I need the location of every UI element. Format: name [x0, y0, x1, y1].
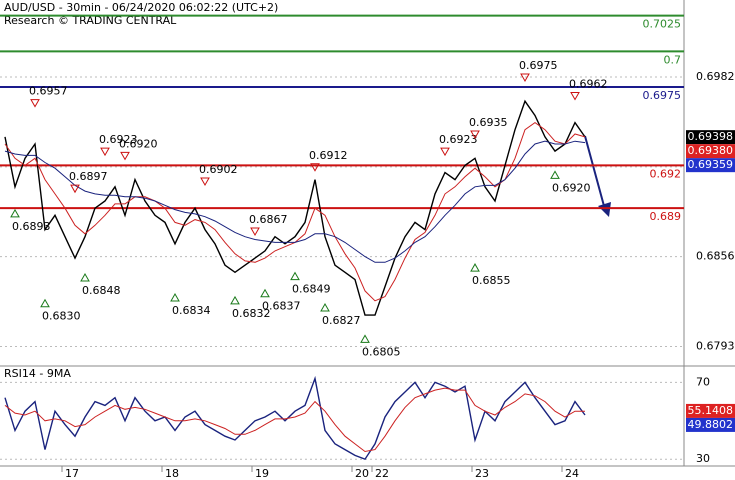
series-line — [4, 99, 586, 316]
high-label: 0.6962 — [569, 78, 608, 91]
low-marker — [40, 298, 50, 308]
rsi-title: RSI14 - 9MA — [4, 367, 71, 380]
x-tick-label: 20 — [355, 467, 369, 480]
high-label: 0.6912 — [309, 149, 348, 162]
y-tick-label: 70 — [696, 375, 710, 388]
y-tick-label: 0.6856 — [696, 250, 735, 263]
y-tick-label: 0.6793 — [696, 339, 735, 352]
low-marker — [550, 170, 560, 179]
low-marker — [260, 288, 270, 298]
series-line — [4, 375, 586, 461]
high-marker — [520, 73, 530, 82]
low-marker — [230, 295, 240, 305]
high-marker — [30, 99, 40, 108]
low-marker — [360, 334, 370, 343]
level-label: 0.7 — [664, 53, 682, 66]
low-label: 0.6893 — [12, 220, 51, 233]
low-marker — [170, 293, 180, 302]
low-marker — [470, 263, 480, 272]
price-tag — [686, 158, 735, 173]
level-label: 0.689 — [650, 210, 682, 223]
high-label: 0.6897 — [69, 170, 108, 183]
high-marker — [310, 163, 320, 172]
high-label: 0.6920 — [119, 137, 158, 150]
high-label: 0.6975 — [519, 59, 558, 72]
series-line — [4, 387, 585, 453]
price-tag-label: 0.69380 — [688, 144, 734, 157]
price-tag-label: 0.69398 — [688, 130, 734, 143]
low-marker — [320, 302, 330, 312]
level-label: 0.6975 — [643, 89, 682, 102]
price-tag-label: 49.8802 — [688, 418, 734, 431]
low-label: 0.6837 — [262, 300, 301, 313]
x-tick-label: 17 — [65, 467, 79, 480]
high-marker — [440, 147, 450, 157]
low-label: 0.6849 — [292, 283, 331, 296]
low-label: 0.6834 — [172, 304, 211, 317]
low-label: 0.6920 — [552, 181, 591, 194]
x-tick-label: 24 — [565, 467, 579, 480]
chart-title: AUD/USD - 30min - 06/24/2020 06:02:22 (U… — [4, 1, 278, 14]
low-marker — [290, 271, 300, 281]
low-marker — [80, 273, 90, 282]
series-line — [4, 140, 586, 263]
high-marker — [200, 177, 210, 187]
price-tag-label: 0.69359 — [688, 158, 734, 171]
high-marker — [120, 151, 130, 161]
high-label: 0.6935 — [469, 116, 508, 129]
price-tag-label: 55.1408 — [688, 404, 734, 417]
x-tick-label: 23 — [475, 467, 489, 480]
level-label: 0.692 — [650, 167, 682, 180]
x-tick-label: 19 — [255, 467, 269, 480]
high-marker — [100, 147, 110, 157]
x-tick-label: 18 — [165, 467, 179, 480]
low-label: 0.6827 — [322, 314, 361, 327]
forecast-arrow — [584, 135, 605, 207]
price-tag — [686, 403, 735, 418]
high-label: 0.6923 — [99, 133, 138, 146]
high-marker — [470, 130, 480, 140]
chart-source: Research © TRADING CENTRAL — [4, 14, 177, 27]
low-label: 0.6805 — [362, 345, 401, 358]
low-label: 0.6848 — [82, 284, 121, 297]
high-label: 0.6923 — [439, 133, 478, 146]
level-label: 0.7025 — [643, 18, 682, 31]
y-tick-label: 0.6982 — [696, 70, 735, 83]
forecast-arrowhead — [598, 202, 611, 217]
high-label: 0.6957 — [29, 85, 68, 98]
low-label: 0.6855 — [472, 274, 511, 287]
price-tag — [686, 130, 735, 145]
high-label: 0.6867 — [249, 213, 288, 226]
high-marker — [250, 227, 260, 236]
price-tag — [686, 417, 735, 432]
high-marker — [570, 92, 580, 101]
low-marker — [10, 208, 20, 218]
high-label: 0.6902 — [199, 163, 238, 176]
price-tag — [686, 144, 735, 159]
y-tick-label: 30 — [696, 452, 710, 465]
low-label: 0.6832 — [232, 307, 271, 320]
low-label: 0.6830 — [42, 310, 81, 323]
x-tick-label: 22 — [375, 467, 389, 480]
high-marker — [70, 184, 80, 194]
